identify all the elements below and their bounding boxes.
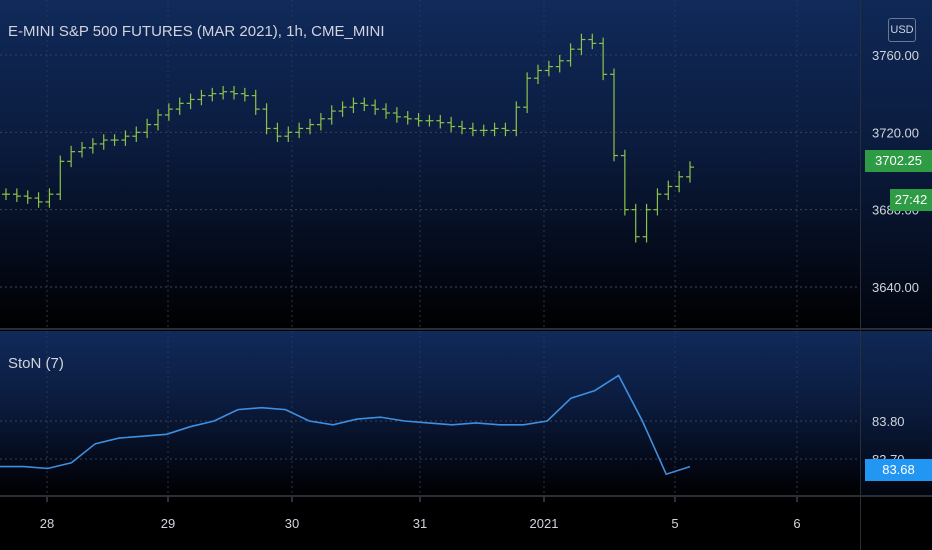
price-bar	[468, 122, 477, 137]
price-bar	[219, 85, 228, 100]
price-bar	[99, 134, 108, 150]
price-bar	[458, 120, 466, 135]
price-bar	[392, 107, 401, 123]
price-bar	[23, 190, 32, 204]
price-tick-label: 3720.00	[872, 125, 919, 140]
time-tick-label: 5	[671, 516, 678, 531]
price-bar	[12, 188, 21, 202]
price-bar	[490, 122, 499, 137]
price-bar	[577, 33, 586, 55]
price-bar	[479, 124, 488, 137]
price-bar	[338, 101, 347, 117]
price-bar	[327, 105, 336, 125]
price-bar	[34, 192, 43, 208]
time-tick-label: 29	[161, 516, 175, 531]
indicator-label[interactable]: StoN (7)	[8, 355, 64, 372]
indicator-line	[0, 374, 691, 476]
price-bar	[175, 97, 184, 115]
price-bar	[360, 97, 369, 112]
pane-separator[interactable]	[0, 328, 932, 330]
price-bar	[371, 99, 380, 115]
price-bar	[78, 142, 86, 158]
price-bar	[240, 87, 249, 102]
price-bar	[186, 93, 195, 110]
price-bar	[56, 155, 65, 200]
price-bar	[642, 203, 651, 243]
price-bar	[664, 180, 673, 200]
price-bar	[566, 43, 575, 67]
price-tick-label: 3760.00	[872, 48, 919, 63]
price-bar	[414, 113, 423, 127]
time-tick-label: 30	[285, 516, 299, 531]
price-bar	[523, 72, 532, 113]
time-axis-ticks: 28 29 30 31 2021 5 6	[40, 497, 801, 531]
indicator-pane[interactable]	[0, 331, 860, 495]
price-bar	[447, 116, 456, 133]
price-bar	[121, 130, 130, 146]
price-bar	[631, 203, 640, 243]
price-bar	[295, 122, 304, 139]
price-bar	[273, 122, 282, 142]
price-bar	[164, 103, 173, 121]
indicator-series	[0, 374, 691, 476]
bar-countdown-tag: 27:42	[890, 189, 932, 211]
price-bar	[620, 149, 629, 216]
time-tick-label: 28	[40, 516, 54, 531]
time-tick-label: 31	[413, 516, 427, 531]
time-tick-label: 6	[793, 516, 800, 531]
price-bar	[88, 138, 97, 154]
price-bar	[382, 103, 390, 119]
time-axis[interactable]	[0, 497, 932, 550]
price-bars	[2, 33, 694, 243]
price-bar	[588, 33, 597, 50]
price-bar	[110, 134, 119, 146]
price-bar	[306, 118, 314, 135]
grid-lines	[0, 0, 860, 495]
indicator-tick-label: 83.80	[872, 414, 905, 429]
price-bar	[251, 89, 260, 115]
price-bar	[675, 171, 684, 193]
price-bar	[45, 188, 54, 208]
price-bar	[425, 114, 434, 127]
price-bar	[599, 37, 608, 81]
price-bar	[230, 85, 238, 100]
time-tick-label: 2021	[530, 516, 559, 531]
price-bar	[208, 87, 217, 102]
last-price-tag: 3702.25	[865, 150, 932, 172]
price-bar	[316, 113, 325, 131]
price-bar	[686, 161, 694, 183]
price-bar	[349, 97, 358, 113]
price-bar	[284, 126, 293, 142]
time-axis-separator	[0, 495, 932, 497]
price-bar	[262, 103, 271, 135]
price-bar	[534, 64, 542, 84]
symbol-title[interactable]: E-MINI S&P 500 FUTURES (MAR 2021), 1h, C…	[8, 23, 385, 40]
price-bar	[512, 101, 521, 137]
price-bar	[610, 68, 618, 162]
price-bar	[154, 109, 162, 131]
price-bar	[403, 111, 412, 125]
price-bar	[436, 114, 445, 129]
indicator-value-tag: 83.68	[865, 459, 932, 481]
price-bar	[143, 118, 152, 139]
price-bar	[132, 126, 141, 142]
price-bar	[197, 89, 206, 106]
price-bar	[544, 60, 553, 77]
price-bar	[653, 188, 662, 216]
price-tick-label: 3640.00	[872, 280, 919, 295]
axis-separator	[860, 0, 861, 550]
currency-button[interactable]: USD	[888, 18, 916, 42]
price-bar	[501, 122, 510, 137]
price-bar	[2, 188, 10, 200]
price-bar	[555, 55, 564, 73]
price-bar	[67, 145, 76, 168]
